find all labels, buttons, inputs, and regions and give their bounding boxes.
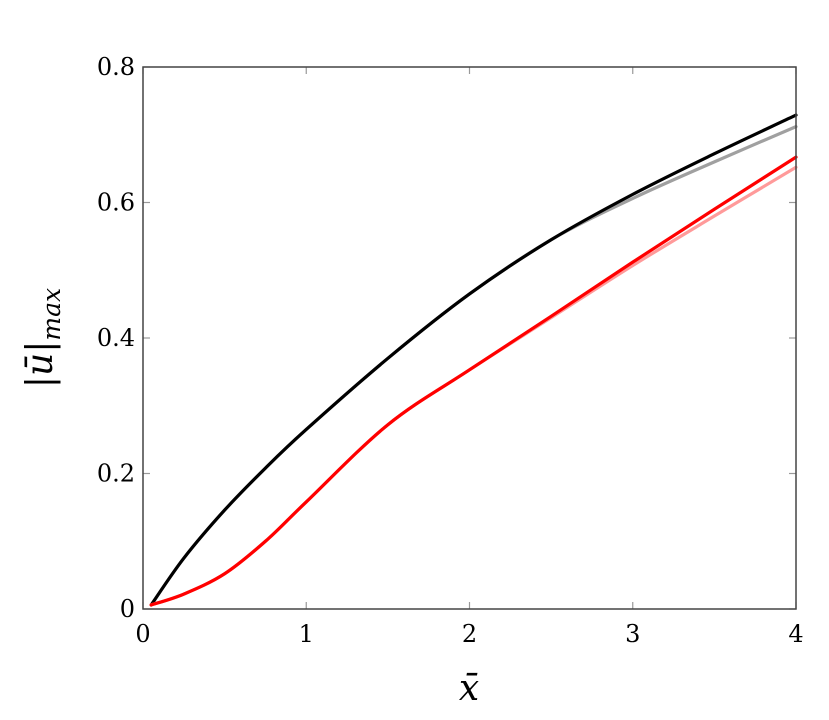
y-tick-label: 0.2	[97, 460, 135, 488]
series-line-2	[149, 165, 798, 607]
y-tick-label: 0.6	[97, 189, 135, 217]
x-tick-label: 2	[462, 620, 477, 648]
x-tick-label: 3	[625, 620, 640, 648]
y-axis-label-main: |ū|	[20, 341, 61, 388]
y-tick-label: 0.8	[97, 53, 135, 81]
x-axis-label: x̄	[459, 668, 479, 709]
y-tick-label: 0	[120, 595, 135, 623]
y-axis-label: |ū|max	[20, 288, 66, 388]
y-axis-label-subscript: max	[37, 288, 66, 341]
y-tick-label: 0.4	[97, 324, 135, 352]
series-line-1	[149, 113, 798, 607]
x-tick-label: 4	[788, 620, 803, 648]
plot-frame	[142, 66, 797, 610]
x-tick-label: 0	[135, 620, 150, 648]
series-line-3	[149, 155, 798, 607]
x-tick-label: 1	[299, 620, 314, 648]
